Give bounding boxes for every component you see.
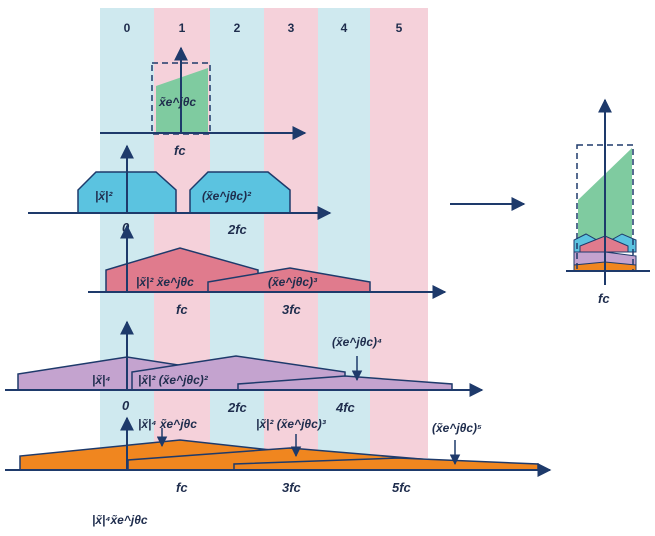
row4-left-label: |x̃|⁴ <box>92 373 111 387</box>
row2-left-label: |x̃|² <box>95 189 113 203</box>
row-5: |x̃|⁴ x̃e^jθc |x̃|² (x̃e^jθc)³ (x̃e^jθc)… <box>5 416 552 527</box>
result-fc-label: fc <box>598 291 610 306</box>
row-3: |x̃|² x̃e^jθc (x̃e^jθc)³ fc 3fc <box>88 224 447 317</box>
row1-fc-label: fc <box>174 143 186 158</box>
row5-right-label: (x̃e^jθc)⁵ <box>432 421 482 435</box>
row3-left-label: |x̃|² x̃e^jθc <box>136 275 194 289</box>
row-1: x̃e^jθc fc <box>100 46 307 158</box>
zone-0-number: 0 <box>124 21 131 35</box>
row5-mid-label: |x̃|² (x̃e^jθc)³ <box>256 417 327 431</box>
zone-4-number: 4 <box>341 21 348 35</box>
row5-5fc-label: 5fc <box>392 480 412 495</box>
zone-numbers: 0 1 2 3 4 5 <box>124 21 403 35</box>
row4-mid-label: |x̃|² (x̃e^jθc)² <box>138 373 209 387</box>
zone-5-number: 5 <box>396 21 403 35</box>
zone-1-number: 1 <box>179 21 186 35</box>
row1-dashed-bound <box>151 62 211 135</box>
row-2: |x̃|² (x̃e^jθc)² 0 2fc <box>28 144 332 237</box>
result-spectrum: fc <box>566 98 650 306</box>
row5-fc-label: fc <box>176 480 188 495</box>
row4-4fc-label: 4fc <box>335 400 356 415</box>
row5-left-label: |x̃|⁴ x̃e^jθc <box>138 417 197 431</box>
row4-right-label: (x̃e^jθc)⁴ <box>332 335 382 349</box>
row3-fc-label: fc <box>176 302 188 317</box>
row4-zero-label: 0 <box>122 398 130 413</box>
zone-2-number: 2 <box>234 21 241 35</box>
row4-2fc-label: 2fc <box>227 400 248 415</box>
row2-2fc-label: 2fc <box>227 222 248 237</box>
row1-term-label: x̃e^jθc <box>158 95 196 109</box>
row-4: |x̃|⁴ |x̃|² (x̃e^jθc)² (x̃e^jθc)⁴ 0 2fc … <box>5 320 484 415</box>
row3-right-label: (x̃e^jθc)³ <box>268 275 318 289</box>
row2-right-label: (x̃e^jθc)² <box>202 189 252 203</box>
row3-3fc-label: 3fc <box>282 302 302 317</box>
bottom-term-label: |x̃|⁴x̃e^jθc <box>92 513 148 527</box>
row5-3fc-label: 3fc <box>282 480 302 495</box>
zone-3-number: 3 <box>288 21 295 35</box>
